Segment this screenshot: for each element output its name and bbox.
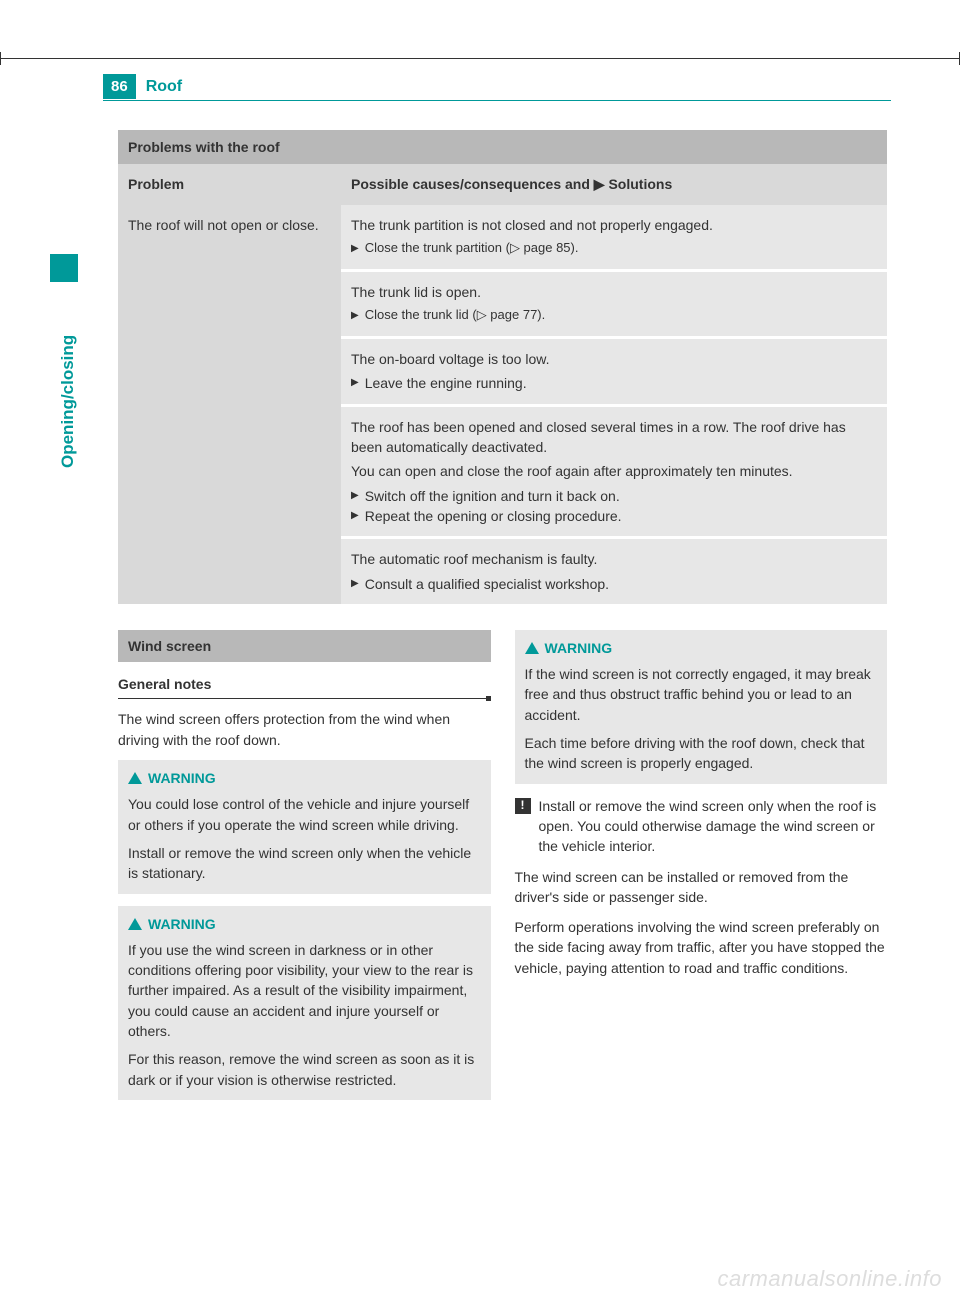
action-arrow-icon: ▶ xyxy=(351,574,359,594)
action-line: ▶ Switch off the ignition and turn it bac… xyxy=(351,486,877,506)
header-underline xyxy=(103,100,891,101)
subheading-general-notes: General notes xyxy=(118,674,491,694)
warning-text: For this reason, remove the wind screen … xyxy=(128,1049,481,1090)
solution-cell: The on-board voltage is too low. ▶ Leave … xyxy=(341,339,887,407)
solution-text: The on-board voltage is too low. xyxy=(351,349,877,369)
warning-box: WARNING You could lose control of the ve… xyxy=(118,760,491,893)
solution-text: The roof has been opened and closed seve… xyxy=(351,417,877,458)
action-arrow-icon: ▶ xyxy=(351,306,359,326)
solution-cell: The trunk lid is open. ▶ Close the trunk … xyxy=(341,272,887,339)
solutions-prefix: Possible causes/consequences and xyxy=(351,176,594,192)
page-header: 86 Roof xyxy=(103,74,182,99)
important-note: ! Install or remove the wind screen only… xyxy=(515,796,888,857)
warning-label: WARNING xyxy=(148,768,216,788)
warning-triangle-icon xyxy=(128,772,142,784)
body-paragraph: Perform operations involving the wind sc… xyxy=(515,917,888,978)
solutions-suffix: Solutions xyxy=(605,176,673,192)
action-text: Close the trunk partition (▷ page 85). xyxy=(365,239,579,258)
warning-text: If you use the wind screen in darkness o… xyxy=(128,940,481,1041)
warning-label: WARNING xyxy=(545,638,613,658)
action-line: ▶ Repeat the opening or closing procedure… xyxy=(351,506,877,526)
action-text: Repeat the opening or closing procedure. xyxy=(365,506,622,526)
solutions-arrow-icon: ▶ xyxy=(594,176,605,192)
action-text: Close the trunk lid (▷ page 77). xyxy=(365,306,546,325)
table-header-problem: Problem xyxy=(118,164,341,204)
right-column: WARNING If the wind screen is not correc… xyxy=(515,630,888,1112)
subheading-underline xyxy=(118,698,491,699)
warning-text: Each time before driving with the roof d… xyxy=(525,733,878,774)
action-arrow-icon: ▶ xyxy=(351,239,359,259)
action-text: Consult a qualified specialist workshop. xyxy=(365,574,609,594)
solution-cell: The automatic roof mechanism is faulty. … xyxy=(341,539,887,604)
page-number: 86 xyxy=(103,74,136,99)
side-section-label: Opening/closing xyxy=(58,335,78,468)
body-paragraph: The wind screen can be installed or remo… xyxy=(515,867,888,908)
warning-triangle-icon xyxy=(525,642,539,654)
side-tab xyxy=(50,254,78,282)
exclamation-icon: ! xyxy=(515,798,531,814)
warning-header: WARNING xyxy=(525,638,878,658)
action-line: ▶ Consult a qualified specialist workshop… xyxy=(351,574,877,594)
solution-text: You can open and close the roof again af… xyxy=(351,461,877,481)
table-header-row: Problem Possible causes/consequences and… xyxy=(118,164,887,204)
left-column: Wind screen General notes The wind scree… xyxy=(118,630,491,1112)
solution-text: The trunk partition is not closed and no… xyxy=(351,215,877,235)
page-title: Roof xyxy=(146,78,182,96)
solution-cell: The roof has been opened and closed seve… xyxy=(341,407,887,539)
action-text: Switch off the ignition and turn it back… xyxy=(365,486,620,506)
warning-box: WARNING If you use the wind screen in da… xyxy=(118,906,491,1100)
action-line: ▶ Leave the engine running. xyxy=(351,373,877,393)
intro-paragraph: The wind screen offers protection from t… xyxy=(118,709,491,750)
warning-box: WARNING If the wind screen is not correc… xyxy=(515,630,888,784)
content-area: Problems with the roof Problem Possible … xyxy=(118,130,887,1112)
warning-header: WARNING xyxy=(128,914,481,934)
warning-text: Install or remove the wind screen only w… xyxy=(128,843,481,884)
section-bar-windscreen: Wind screen xyxy=(118,630,491,662)
note-text: Install or remove the wind screen only w… xyxy=(539,796,888,857)
table-header-solutions: Possible causes/consequences and ▶ Solut… xyxy=(341,164,887,204)
two-column-layout: Wind screen General notes The wind scree… xyxy=(118,630,887,1112)
action-arrow-icon: ▶ xyxy=(351,373,359,393)
solution-text: The trunk lid is open. xyxy=(351,282,877,302)
solution-cell: The trunk partition is not closed and no… xyxy=(341,205,887,272)
watermark: carmanualsonline.info xyxy=(717,1266,942,1292)
warning-triangle-icon xyxy=(128,918,142,930)
action-arrow-icon: ▶ xyxy=(351,486,359,506)
solution-text: The automatic roof mechanism is faulty. xyxy=(351,549,877,569)
warning-text: You could lose control of the vehicle an… xyxy=(128,794,481,835)
action-line: ▶ Close the trunk partition (▷ page 85). xyxy=(351,239,877,259)
solutions-column: The trunk partition is not closed and no… xyxy=(341,205,887,604)
table-body: The roof will not open or close. The tru… xyxy=(118,205,887,604)
warning-header: WARNING xyxy=(128,768,481,788)
problem-cell: The roof will not open or close. xyxy=(118,205,341,604)
warning-text: If the wind screen is not correctly enga… xyxy=(525,664,878,725)
warning-label: WARNING xyxy=(148,914,216,934)
section-bar-problems: Problems with the roof xyxy=(118,130,887,164)
action-text: Leave the engine running. xyxy=(365,373,527,393)
action-arrow-icon: ▶ xyxy=(351,506,359,526)
crop-mark-line xyxy=(0,58,960,59)
action-line: ▶ Close the trunk lid (▷ page 77). xyxy=(351,306,877,326)
